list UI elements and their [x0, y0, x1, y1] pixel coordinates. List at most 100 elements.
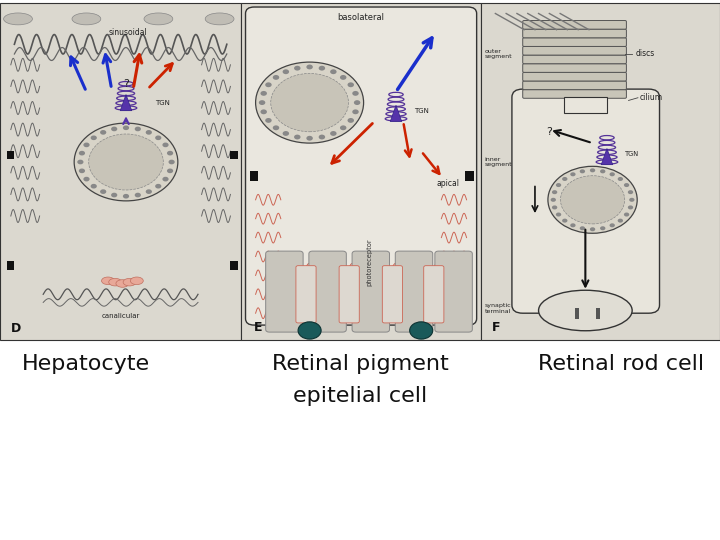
Text: cilium: cilium — [639, 93, 662, 102]
Circle shape — [298, 322, 321, 339]
FancyBboxPatch shape — [382, 266, 402, 323]
Circle shape — [348, 118, 354, 123]
Circle shape — [145, 130, 152, 134]
Text: epitelial cell: epitelial cell — [293, 386, 427, 406]
Ellipse shape — [109, 279, 122, 286]
FancyBboxPatch shape — [512, 89, 660, 313]
FancyBboxPatch shape — [246, 7, 477, 325]
Ellipse shape — [123, 279, 136, 286]
Ellipse shape — [72, 13, 101, 25]
Text: inner
segment: inner segment — [485, 157, 512, 167]
Circle shape — [91, 184, 97, 188]
Polygon shape — [390, 105, 402, 122]
Circle shape — [590, 227, 595, 231]
Circle shape — [294, 134, 300, 139]
FancyBboxPatch shape — [523, 29, 626, 38]
Circle shape — [168, 160, 175, 164]
Circle shape — [155, 184, 161, 188]
Circle shape — [163, 143, 168, 147]
FancyBboxPatch shape — [523, 46, 626, 55]
Ellipse shape — [130, 277, 143, 285]
Text: basolateral: basolateral — [338, 14, 384, 23]
Circle shape — [163, 177, 168, 181]
Circle shape — [319, 134, 325, 139]
Circle shape — [560, 176, 625, 224]
Circle shape — [167, 151, 174, 156]
Text: sinusoidal: sinusoidal — [109, 28, 147, 37]
Text: Retinal rod cell: Retinal rod cell — [538, 354, 703, 374]
Circle shape — [265, 118, 271, 123]
Bar — [564, 97, 607, 113]
Bar — [596, 308, 600, 319]
Circle shape — [167, 168, 174, 173]
Circle shape — [618, 219, 623, 222]
Bar — [575, 308, 579, 319]
Circle shape — [556, 183, 561, 187]
Circle shape — [580, 226, 585, 230]
Bar — [0, 3, 241, 340]
Text: discs: discs — [636, 50, 655, 58]
Circle shape — [610, 172, 615, 176]
FancyBboxPatch shape — [523, 81, 626, 90]
FancyBboxPatch shape — [296, 266, 316, 323]
Circle shape — [78, 168, 85, 173]
FancyBboxPatch shape — [523, 38, 626, 46]
Text: TGN: TGN — [414, 107, 429, 114]
Bar — [465, 171, 474, 181]
FancyBboxPatch shape — [523, 90, 626, 98]
Circle shape — [261, 91, 267, 96]
Circle shape — [294, 66, 300, 71]
Circle shape — [307, 136, 313, 140]
Ellipse shape — [102, 277, 114, 285]
Circle shape — [629, 198, 634, 202]
Circle shape — [89, 134, 163, 190]
Circle shape — [123, 125, 129, 130]
Circle shape — [600, 170, 606, 173]
FancyBboxPatch shape — [423, 266, 444, 323]
Circle shape — [624, 183, 629, 187]
Circle shape — [624, 213, 629, 217]
Circle shape — [352, 91, 359, 96]
Circle shape — [552, 190, 557, 194]
Circle shape — [111, 126, 117, 131]
Circle shape — [410, 322, 433, 339]
FancyBboxPatch shape — [309, 251, 346, 332]
Circle shape — [259, 100, 266, 105]
Circle shape — [552, 205, 557, 210]
Circle shape — [628, 205, 633, 210]
FancyBboxPatch shape — [395, 251, 433, 332]
Circle shape — [551, 198, 556, 202]
Circle shape — [548, 166, 637, 233]
Ellipse shape — [539, 291, 632, 330]
Circle shape — [78, 151, 85, 156]
Bar — [481, 3, 720, 340]
FancyBboxPatch shape — [523, 55, 626, 64]
FancyBboxPatch shape — [523, 72, 626, 81]
Circle shape — [74, 123, 178, 201]
Bar — [230, 151, 238, 159]
Circle shape — [100, 190, 107, 194]
Text: Retinal pigment: Retinal pigment — [271, 354, 449, 374]
FancyBboxPatch shape — [523, 21, 626, 29]
Circle shape — [283, 69, 289, 74]
Text: F: F — [492, 321, 500, 334]
Circle shape — [562, 177, 567, 181]
Text: TGN: TGN — [155, 99, 170, 106]
Circle shape — [273, 75, 279, 80]
Circle shape — [580, 170, 585, 173]
Text: outer
segment: outer segment — [485, 49, 512, 59]
Circle shape — [600, 226, 606, 230]
Circle shape — [340, 125, 346, 130]
Circle shape — [155, 136, 161, 140]
Bar — [230, 261, 238, 270]
Bar — [241, 3, 481, 340]
Circle shape — [628, 190, 633, 194]
Ellipse shape — [4, 13, 32, 25]
Circle shape — [340, 75, 346, 80]
Circle shape — [271, 73, 348, 132]
FancyBboxPatch shape — [523, 64, 626, 72]
FancyBboxPatch shape — [352, 251, 390, 332]
Circle shape — [570, 224, 575, 227]
Circle shape — [348, 82, 354, 87]
Text: E: E — [254, 321, 263, 334]
